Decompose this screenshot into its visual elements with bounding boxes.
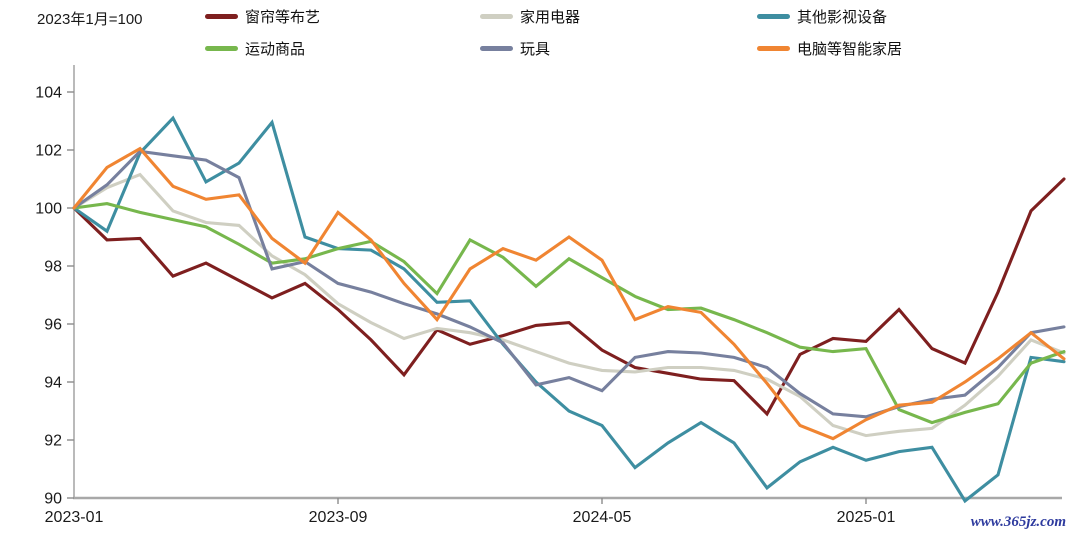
x-axis-label-2023-09: 2023-09 (309, 509, 368, 526)
legend-item-home-appliances: 家用电器 (480, 6, 580, 26)
y-axis-label-96: 96 (44, 317, 62, 334)
watermark-link[interactable]: www.365jz.com (970, 514, 1066, 530)
legend-swatch-computers-smart-home (757, 45, 790, 51)
y-axis-label-92: 92 (44, 433, 62, 450)
legend-item-toys: 玩具 (480, 38, 550, 58)
y-axis-label-100: 100 (35, 201, 62, 218)
legend-label-curtains-fabric: 窗帘等布艺 (245, 8, 321, 26)
legend-swatch-toys (480, 45, 513, 51)
y-axis-label-102: 102 (35, 143, 62, 160)
legend-swatch-curtains-fabric (205, 13, 238, 19)
legend-swatch-home-appliances (480, 13, 513, 19)
legend-label-sports-goods: 运动商品 (245, 40, 306, 58)
x-axis-label-2024-05: 2024-05 (573, 509, 632, 526)
legend-item-other-av-equipment: 其他影视设备 (757, 6, 887, 26)
series-line-toys (72, 149, 1066, 419)
y-axis-label-90: 90 (44, 491, 62, 508)
legend-label-other-av-equipment: 其他影视设备 (797, 8, 888, 26)
legend-swatch-sports-goods (205, 45, 238, 51)
legend-label-computers-smart-home: 电脑等智能家居 (797, 40, 903, 58)
legend-item-curtains-fabric: 窗帘等布艺 (205, 6, 320, 26)
series-line-sports-goods (72, 202, 1066, 425)
y-axis-label-98: 98 (44, 259, 62, 276)
legend-label-toys: 玩具 (520, 40, 551, 58)
x-axis-label-2023-01: 2023-01 (45, 509, 104, 526)
series-line-computers-smart-home (72, 146, 1066, 441)
y-axis-label-104: 104 (35, 85, 62, 102)
legend-swatch-other-av-equipment (757, 13, 790, 19)
x-axis-label-2025-01: 2025-01 (837, 509, 896, 526)
series-line-home-appliances (72, 172, 1066, 438)
y-axis-label-94: 94 (44, 375, 62, 392)
legend-item-computers-smart-home: 电脑等智能家居 (757, 38, 902, 58)
index-base-note: 2023年1月=100 (37, 11, 143, 28)
series-line-curtains-fabric (72, 177, 1066, 417)
legend-label-home-appliances: 家用电器 (520, 8, 581, 26)
series-line-other-av-equipment (72, 115, 1066, 504)
legend-item-sports-goods: 运动商品 (205, 38, 305, 58)
